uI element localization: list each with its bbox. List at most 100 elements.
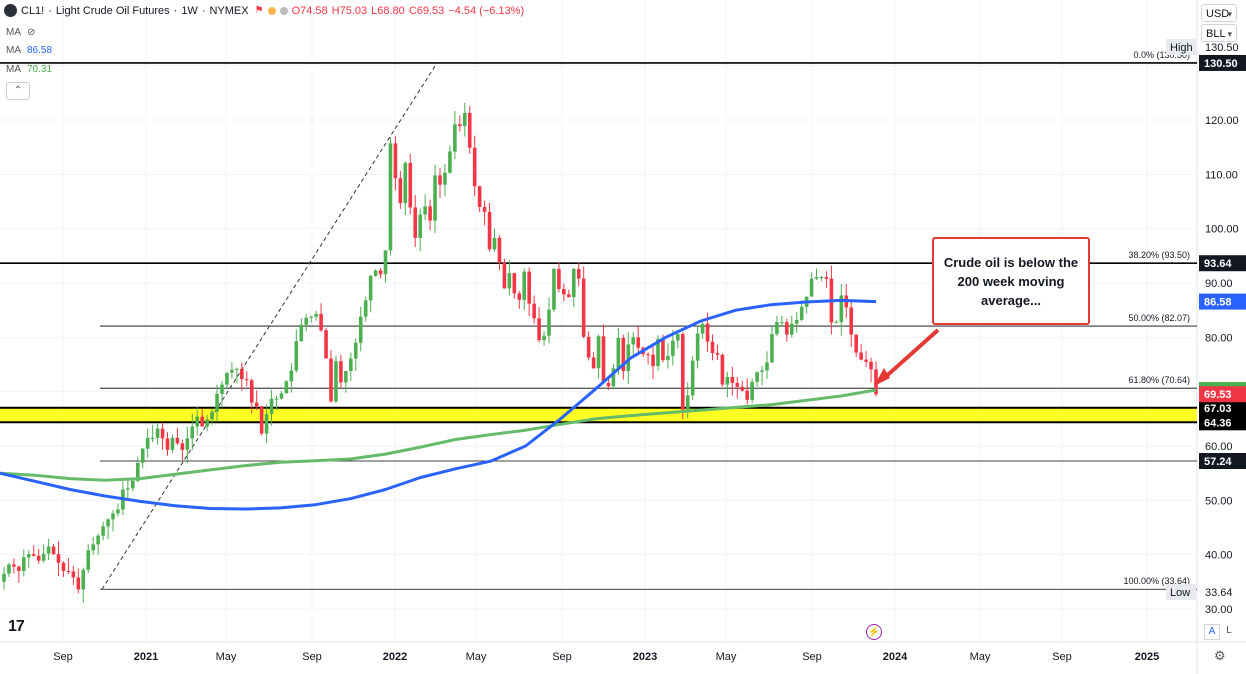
candle-body: [170, 437, 175, 450]
low-tag: [1166, 584, 1196, 600]
symbol-title: Light Crude Oil Futures: [55, 4, 170, 17]
candle-body: [809, 278, 814, 297]
candle-body: [26, 554, 31, 558]
candle-body: [864, 359, 868, 362]
candle-body: [502, 262, 507, 289]
open-value: O74.58: [291, 4, 328, 17]
interval-label[interactable]: 1W: [181, 4, 198, 17]
candle-body: [775, 322, 779, 335]
candle-body: [220, 384, 224, 394]
candles: [2, 102, 878, 603]
candle-body: [710, 341, 715, 354]
candle-body: [671, 340, 675, 356]
candle-body: [259, 406, 264, 434]
symbol-name[interactable]: CL1!: [21, 4, 45, 17]
candle-body: [611, 368, 616, 387]
candle-body: [304, 317, 309, 325]
candle-body: [453, 124, 457, 152]
candle-body: [507, 273, 512, 289]
data-status-icon: [279, 6, 288, 15]
annotation-callout: Crude oil is below the 200 week moving a…: [932, 237, 1090, 325]
candle-body: [86, 550, 91, 570]
lightning-icon[interactable]: ⚡: [866, 624, 882, 640]
candle-body: [230, 369, 234, 373]
candle-body: [101, 526, 105, 536]
candle-body: [358, 316, 363, 343]
x-tick-label: 2021: [134, 651, 158, 663]
candle-body: [690, 360, 695, 396]
candle-body: [458, 124, 462, 126]
candle-body: [393, 143, 398, 179]
candle-body: [700, 323, 705, 334]
ma-legend-1[interactable]: MA ⊘: [6, 27, 35, 38]
candle-body: [517, 293, 522, 300]
candle-body: [160, 428, 165, 439]
candle-body: [244, 379, 249, 381]
candle-body: [353, 342, 358, 359]
candle-body: [581, 278, 586, 337]
candle-body: [175, 437, 180, 444]
low-value: 33.64: [1205, 587, 1233, 599]
level-label: 0.0% (130.50): [1133, 50, 1190, 60]
candle-body: [557, 268, 561, 289]
x-tick-label: May: [716, 651, 737, 663]
candle-body: [210, 411, 214, 420]
candle-body: [869, 361, 873, 370]
ma-legend-3[interactable]: MA 70.31: [6, 64, 52, 75]
zone-bottom-badge-text: 64.36: [1204, 417, 1232, 429]
y-tick-label: 30.00: [1205, 604, 1233, 616]
tradingview-logo[interactable]: 17: [8, 618, 25, 635]
separator: ·: [201, 4, 206, 17]
candle-body: [472, 147, 477, 187]
low-value: L68.80: [371, 4, 405, 17]
candle-body: [61, 562, 66, 571]
high-value: H75.03: [331, 4, 368, 17]
zone-bottom-badge: [1199, 414, 1246, 431]
candle-body: [329, 358, 333, 402]
candle-body: [576, 268, 581, 279]
ma-legend-2[interactable]: MA 86.58: [6, 45, 52, 56]
candle-body: [874, 369, 878, 395]
candle-body: [284, 381, 289, 394]
candle-body: [799, 306, 804, 320]
candle-body: [621, 337, 626, 372]
separator: ·: [48, 4, 52, 17]
price-badge-text: 69.53: [1204, 389, 1232, 401]
x-tick-label: 2023: [633, 651, 657, 663]
candle-body: [309, 316, 313, 318]
candle-body: [636, 337, 640, 348]
candle-body: [651, 354, 655, 367]
flag-icon[interactable]: ⚑: [254, 5, 264, 16]
candle-body: [646, 354, 650, 356]
moving-averages: [0, 298, 877, 511]
support-zone: [0, 406, 1197, 424]
candle-body: [349, 358, 353, 372]
collapse-legend-button[interactable]: ⌃: [6, 82, 30, 100]
ma-label: MA: [6, 27, 21, 38]
zone-top-badge: [1199, 399, 1246, 416]
candle-body: [527, 271, 531, 304]
candle-body: [586, 336, 591, 358]
y-tick-label: 110.00: [1205, 169, 1238, 181]
high-tag: [1166, 39, 1196, 55]
candle-body: [462, 112, 467, 126]
candle-body: [215, 393, 219, 412]
candle-body: [680, 334, 685, 410]
candle-body: [398, 178, 403, 204]
candle-body: [240, 368, 244, 380]
candle-body: [106, 519, 110, 527]
candle-body: [2, 573, 6, 582]
x-tick-label: May: [216, 651, 237, 663]
candle-body: [834, 322, 839, 324]
auto-scale-button[interactable]: A: [1204, 624, 1220, 640]
currency-select[interactable]: USD: [1201, 4, 1237, 23]
log-scale-button[interactable]: L: [1226, 625, 1232, 636]
gear-icon[interactable]: ⚙: [1214, 648, 1226, 663]
candle-body: [661, 338, 665, 361]
candle-body: [591, 357, 596, 369]
eye-hidden-icon[interactable]: ⊘: [27, 27, 36, 38]
unit-select[interactable]: BLL: [1201, 24, 1237, 43]
candle-body: [755, 372, 759, 382]
candle-body: [155, 428, 160, 438]
